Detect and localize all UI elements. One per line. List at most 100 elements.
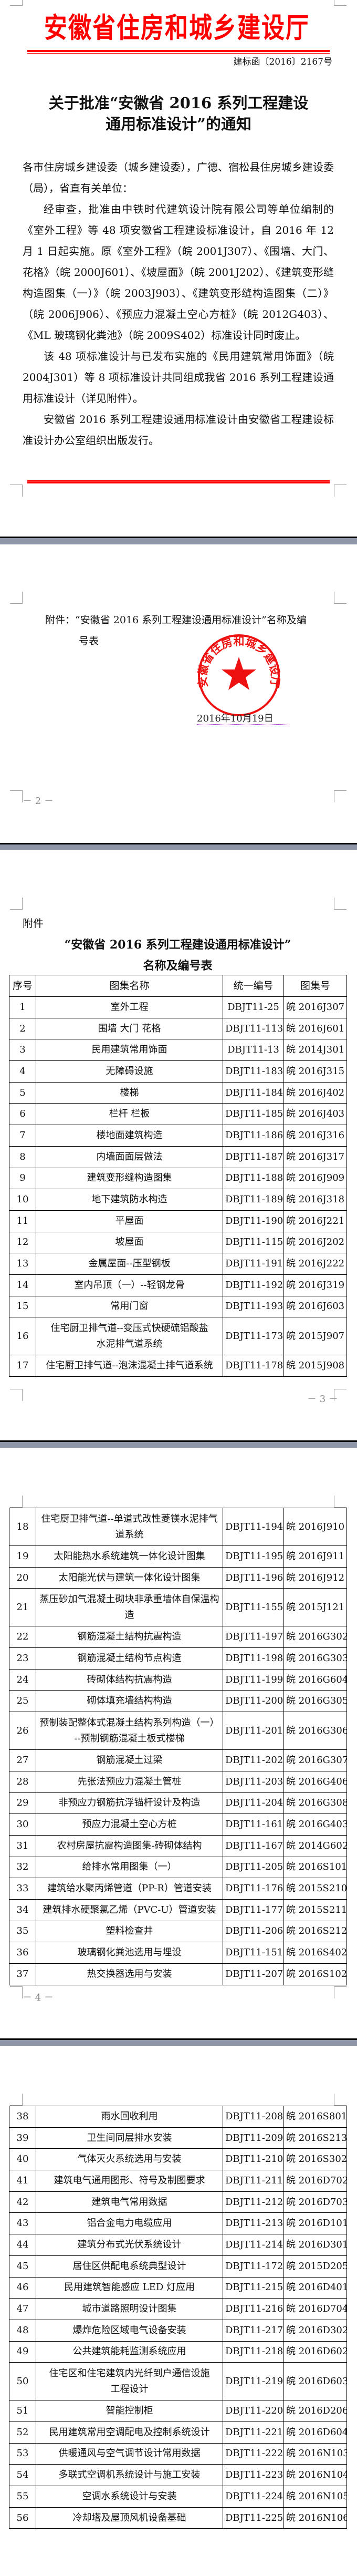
table-row: 49 公共建筑能耗监测系统应用 DBJT11-218 皖 2016D602: [9, 2341, 347, 2363]
unified-code: DBJT11-199: [223, 1668, 284, 1691]
atlas-number: 皖 2016J603: [284, 1295, 347, 1318]
unified-code: DBJT11-200: [223, 1690, 284, 1713]
table-row: 40 气体灭火系统选用与安装 DBJT11-210 皖 2016S302: [9, 2148, 347, 2171]
table-row: 6 栏杆 栏板 DBJT11-185 皖 2016J403: [9, 1103, 347, 1126]
standards-table-part3: 38 雨水回收利用 DBJT11-208 皖 2016S801 39 卫生间同层排水安装 D…: [9, 2106, 347, 2529]
row-number: 25: [9, 1690, 36, 1713]
page-corner-mark: [334, 1389, 346, 1401]
table-row: 38 雨水回收利用 DBJT11-208 皖 2016S801: [9, 2106, 347, 2128]
atlas-name: 城市道路照明设计图集: [36, 2298, 223, 2320]
atlas-number: 皖 2016G403: [284, 1813, 347, 1836]
atlas-name: 居住区供配电系统典型设计: [36, 2255, 223, 2278]
atlas-name: 民用建筑智能感应 LED 灯应用: [36, 2276, 223, 2299]
row-number: 3: [9, 1039, 36, 1062]
atlas-name: 冷却塔及屋顶风机设备基础: [36, 2507, 223, 2529]
atlas-name: 平屋面: [36, 1210, 223, 1232]
table-row: 11 平屋面 DBJT11-190 皖 2016J221: [9, 1210, 347, 1232]
atlas-name: 钢筋混凝土过梁: [36, 1749, 223, 1771]
table-row: 7 楼地面建筑构造 DBJT11-186 皖 2016J316: [9, 1125, 347, 1147]
atlas-name: 多联式空调机系统设计与施工安装: [36, 2464, 223, 2486]
unified-code: DBJT11-197: [223, 1626, 284, 1648]
unified-code: DBJT11-219: [223, 2362, 284, 2401]
unified-code: DBJT11-176: [223, 1878, 284, 1900]
row-number: 23: [9, 1647, 36, 1670]
notice-body: 各市住房城乡建设委（城乡建设委），广德、宿松县住房城乡建设委（局），省直有关单位…: [23, 157, 334, 451]
table-row: 28 先张法预应力混凝土管桩 DBJT11-203 皖 2016G406: [9, 1770, 347, 1793]
table-header-row: 序号 图集名称 统一编号 图集号: [9, 975, 347, 997]
row-number: 37: [9, 1963, 36, 1985]
row-number: 55: [9, 2486, 36, 2508]
atlas-name: 常用门窗: [36, 1295, 223, 1318]
row-number: 49: [9, 2341, 36, 2363]
atlas-number: 皖 2015J907: [284, 1317, 347, 1356]
atlas-name: 钢筋混凝土结构抗震构造: [36, 1626, 223, 1648]
unified-code: DBJT11-224: [223, 2486, 284, 2508]
row-number: 33: [9, 1878, 36, 1900]
page-corner-mark: [10, 1986, 23, 1998]
table-row: 4 无障碍设施 DBJT11-183 皖 2016J315: [9, 1060, 347, 1083]
column-header-name: 图集名称: [36, 975, 223, 997]
unified-code: DBJT11-13: [223, 1039, 284, 1062]
body-paragraph: 安徽省 2016 系列工程建设通用标准设计由安徽省工程建设标准设计办公室组织出版…: [23, 413, 334, 447]
row-number: 27: [9, 1749, 36, 1771]
page-corner-mark: [334, 1986, 346, 1998]
unified-code: DBJT11-213: [223, 2212, 284, 2235]
atlas-number: 皖 2016D301: [284, 2234, 347, 2256]
row-number: 17: [9, 1355, 36, 1377]
table-row: 53 供暖通风与空气调节设计常用数据 DBJT11-222 皖 2016N103: [9, 2443, 347, 2465]
atlas-number: 皖 2016S801: [284, 2106, 347, 2128]
table-row: 56 冷却塔及屋顶风机设备基础 DBJT11-225 皖 2016N106: [9, 2507, 347, 2529]
atlas-name: 室外工程: [36, 996, 223, 1018]
unified-code: DBJT11-187: [223, 1146, 284, 1168]
atlas-name: 建筑分布式光伏系统设计: [36, 2234, 223, 2256]
atlas-number: 皖 2016D401: [284, 2276, 347, 2299]
unified-code: DBJT11-194: [223, 1508, 284, 1546]
table-row: 13 金属屋面--压型钢板 DBJT11-191 皖 2016J222: [9, 1253, 347, 1275]
atlas-name: 建筑电气通用图形、符号及制图要求: [36, 2170, 223, 2192]
table-row: 32 给排水常用图集（一） DBJT11-205 皖 2016S101: [9, 1856, 347, 1879]
atlas-name: 金属屋面--压型钢板: [36, 1253, 223, 1275]
page-number: － 4 －: [23, 1992, 54, 2003]
table-row: 50 住宅区和住宅建筑内光纤到户通信设施 工程设计 DBJT11-219 皖 2016…: [9, 2362, 347, 2401]
annex-label: 附件: [23, 917, 44, 930]
table-row: 20 太阳能光伏与建筑一体化设计图集 DBJT11-196 皖 2016J912: [9, 1567, 347, 1589]
atlas-number: 皖 2016S402: [284, 1942, 347, 1964]
atlas-number: 皖 2016D703: [284, 2191, 347, 2213]
table-row: 2 围墙 大门 花格 DBJT11-113 皖 2016J601: [9, 1017, 347, 1040]
unified-code: DBJT11-151: [223, 1942, 284, 1964]
atlas-name: 智能控制柜: [36, 2400, 223, 2422]
unified-code: DBJT11-206: [223, 1920, 284, 1943]
atlas-name: 无障碍设施: [36, 1060, 223, 1083]
row-number: 42: [9, 2191, 36, 2213]
unified-code: DBJT11-173: [223, 1317, 284, 1356]
unified-code: DBJT11-172: [223, 2255, 284, 2278]
unified-code: DBJT11-177: [223, 1899, 284, 1921]
unified-code: DBJT11-210: [223, 2148, 284, 2171]
atlas-name: 给排水常用图集（一）: [36, 1856, 223, 1879]
table-row: 45 居住区供配电系统典型设计 DBJT11-172 皖 2015D205: [9, 2255, 347, 2278]
unified-code: DBJT11-222: [223, 2443, 284, 2465]
unified-code: DBJT11-193: [223, 1295, 284, 1318]
atlas-number: 皖 2015S210: [284, 1878, 347, 1900]
atlas-number: 皖 2016J601: [284, 1017, 347, 1040]
atlas-number: 皖 2016N103: [284, 2443, 347, 2465]
table-row: 55 空调水系统设计与安装 DBJT11-224 皖 2016N105: [9, 2486, 347, 2508]
atlas-name: 预应力混凝土空心方桩: [36, 1813, 223, 1836]
row-number: 43: [9, 2212, 36, 2235]
row-number: 56: [9, 2507, 36, 2529]
atlas-name: 预制装配整体式混凝土结构系列构造（一） --预制钢筋混凝土板式楼梯: [36, 1712, 223, 1750]
unified-code: DBJT11-217: [223, 2319, 284, 2342]
atlas-name: 室内吊顶（一）--轻钢龙骨: [36, 1274, 223, 1296]
row-number: 29: [9, 1792, 36, 1815]
unified-code: DBJT11-190: [223, 1210, 284, 1232]
atlas-name: 住宅厨卫排气道--泡沫混凝土排气道系统: [36, 1355, 223, 1377]
unified-code: DBJT11-218: [223, 2341, 284, 2363]
body-paragraph: 经审查，批准由中铁时代建筑设计院有限公司等单位编制的《室外工程》等 48 项安徽…: [23, 203, 334, 342]
row-number: 40: [9, 2148, 36, 2171]
table-row: 41 建筑电气通用图形、符号及制图要求 DBJT11-211 皖 2016D702: [9, 2170, 347, 2192]
atlas-name: 雨水回收利用: [36, 2106, 223, 2128]
row-number: 48: [9, 2319, 36, 2342]
table-row: 16 住宅厨卫排气道--变压式快硬硫铝酸盐 水泥排气道系统 DBJT11-173 皖 …: [9, 1317, 347, 1356]
atlas-name: 钢筋混凝土结构节点构造: [36, 1647, 223, 1670]
row-number: 38: [9, 2106, 36, 2128]
